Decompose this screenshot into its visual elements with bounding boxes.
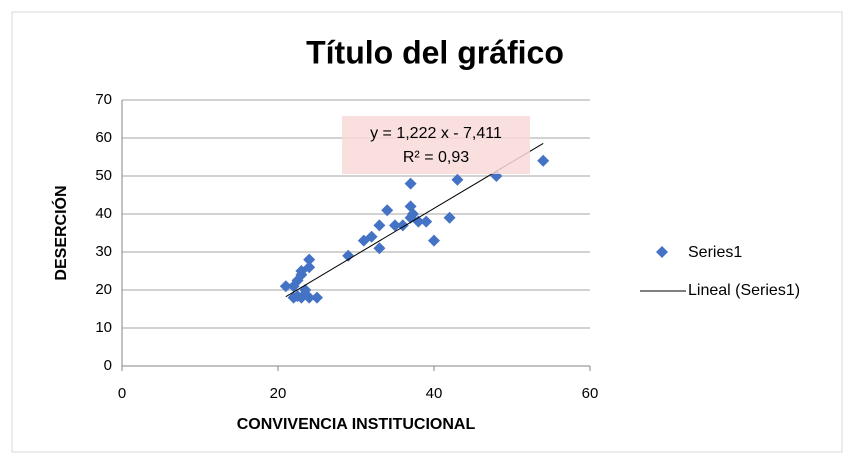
point [443, 211, 456, 224]
point [428, 234, 440, 247]
point [303, 261, 316, 274]
chart-title: Título del gráfico [306, 34, 564, 70]
point [279, 280, 292, 293]
point [303, 253, 316, 266]
point [406, 208, 419, 220]
legend-label: Lineal (Series1) [688, 282, 800, 299]
point [451, 173, 464, 186]
y-tick-label: 30 [95, 243, 112, 260]
point [389, 219, 401, 232]
y-tick-label: 10 [95, 319, 112, 336]
point [373, 242, 386, 255]
y-tick-label: 50 [95, 167, 112, 184]
point [342, 249, 355, 262]
x-tick-label: 0 [118, 385, 126, 402]
trend-equation: y = 1,222 x - 7,411 [370, 125, 502, 142]
point [412, 215, 425, 228]
y-tick-label: 20 [95, 281, 112, 298]
x-axis-label: CONVIVENCIA INSTITUCIONAL [237, 416, 476, 433]
legend-label: Series1 [688, 244, 742, 261]
point [420, 215, 433, 228]
point [381, 204, 394, 217]
y-axis-label: DESERCIÓN [51, 185, 70, 280]
legend-marker [656, 246, 668, 258]
point [537, 154, 550, 167]
point [373, 219, 386, 232]
point [311, 291, 323, 304]
y-tick-label: 60 [95, 129, 112, 146]
equation-box [342, 116, 530, 174]
point [365, 230, 378, 243]
y-tick-label: 40 [95, 205, 112, 222]
y-tick-label: 0 [104, 357, 112, 374]
x-tick-label: 20 [270, 385, 287, 402]
trend-r2: R² = 0,93 [403, 149, 469, 166]
point [404, 177, 417, 190]
x-tick-label: 40 [426, 385, 443, 402]
y-tick-label: 70 [95, 91, 112, 108]
x-tick-label: 60 [582, 385, 599, 402]
chart-border [11, 11, 843, 453]
